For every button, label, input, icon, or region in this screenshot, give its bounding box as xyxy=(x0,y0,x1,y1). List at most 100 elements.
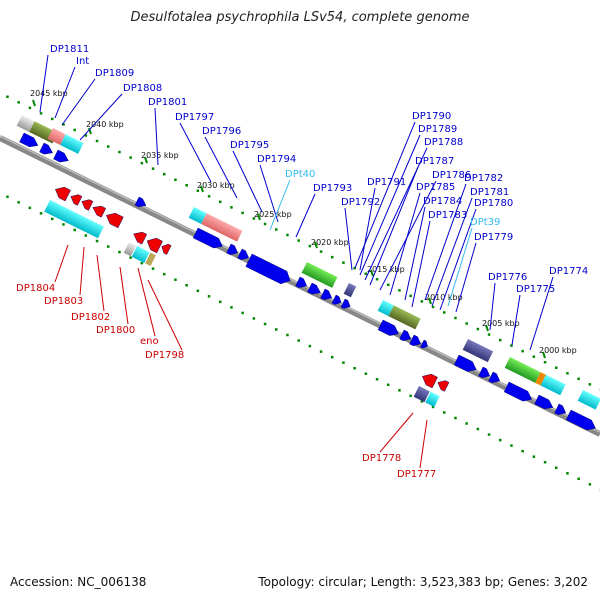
forward-gene-arrow xyxy=(53,149,69,163)
gene-label: DP1808 xyxy=(123,83,162,94)
guide-dot xyxy=(174,178,177,181)
gene-label: DP1811 xyxy=(50,44,89,55)
guide-dot xyxy=(476,427,480,431)
dotted-guides xyxy=(6,95,600,492)
guide-dot xyxy=(543,360,547,364)
guide-dot xyxy=(308,244,312,248)
leader-line xyxy=(489,282,496,331)
gene-label: DP1803 xyxy=(44,296,83,307)
forward-gene-arrow xyxy=(399,329,412,341)
leader-line xyxy=(61,78,96,126)
feature-block xyxy=(60,134,84,154)
scale-tick-mark xyxy=(200,185,204,193)
guide-dot xyxy=(443,411,446,414)
leader-line xyxy=(359,187,376,271)
gene-label: DP1788 xyxy=(424,137,463,148)
forward-gene-arrow xyxy=(534,394,554,410)
feature-block xyxy=(131,245,150,263)
top-features xyxy=(16,115,600,410)
guide-dot xyxy=(140,261,144,265)
guide-dot xyxy=(207,195,211,198)
gene-label: DP1785 xyxy=(416,182,455,193)
topology-text: Topology: circular; Length: 3,523,383 bp… xyxy=(258,575,588,589)
forward-gene-arrow xyxy=(245,253,291,285)
leader-line xyxy=(179,122,212,183)
guide-dot xyxy=(252,217,256,220)
leader-line xyxy=(354,121,416,269)
reverse-gene-arrow xyxy=(92,205,107,218)
reverse-gene-arrow xyxy=(55,186,71,202)
forward-gene-arrow xyxy=(453,354,477,372)
guide-dot xyxy=(353,366,356,370)
guide-dot xyxy=(499,438,502,442)
leader-line xyxy=(389,192,421,296)
feature-block xyxy=(413,386,430,403)
leader-line xyxy=(79,93,123,141)
guide-dot xyxy=(17,201,20,204)
guide-dot xyxy=(387,283,390,287)
guide-dot xyxy=(6,195,9,199)
gene-label: DP1795 xyxy=(230,140,269,151)
guide-dot xyxy=(39,212,43,215)
scale-ticks: 2045 kbp 2040 kbp 2035 kbp 2030 kbp 2025… xyxy=(30,89,577,355)
guide-dot xyxy=(185,184,188,187)
leader-line xyxy=(295,193,316,238)
guide-dot xyxy=(28,206,32,210)
forward-gene-arrow xyxy=(19,132,39,148)
guide-dot xyxy=(331,255,334,259)
feature-block xyxy=(377,300,394,317)
guide-dot xyxy=(308,344,312,348)
guide-dot xyxy=(219,300,222,304)
reverse-gene-arrow xyxy=(161,243,172,255)
guide-dot xyxy=(62,223,65,226)
reverse-gene-arrow xyxy=(437,380,450,392)
guide-dot xyxy=(51,117,54,121)
gene-label: eno xyxy=(140,336,159,347)
gene-label: DP1800 xyxy=(96,325,135,336)
forward-gene-arrow xyxy=(377,319,399,336)
leader-line xyxy=(359,134,421,276)
forward-gene-arrow xyxy=(320,288,333,300)
guide-dot xyxy=(510,344,513,347)
bottom-features xyxy=(44,200,440,407)
guide-dot xyxy=(532,355,536,358)
scale-tick-mark xyxy=(542,351,546,359)
guide-dot xyxy=(364,372,368,375)
tick-2015: 2015 kbp xyxy=(367,265,405,274)
scale-tick-mark xyxy=(88,127,92,135)
forward-gene-arrow xyxy=(420,339,428,349)
guide-dot xyxy=(521,349,524,353)
gene-label: DP1804 xyxy=(16,283,55,294)
guide-dot xyxy=(286,333,289,337)
leader-line xyxy=(54,244,69,283)
leader-line xyxy=(137,267,156,337)
gene-label: DP1777 xyxy=(397,469,436,480)
leader-line xyxy=(447,227,473,307)
gene-label: DP1790 xyxy=(412,111,451,122)
guide-dot xyxy=(577,477,580,481)
guide-dot xyxy=(28,106,32,110)
forward-genes xyxy=(19,132,596,431)
gene-label: DP1809 xyxy=(95,68,134,79)
leader-line xyxy=(404,206,426,301)
scale-tick-mark xyxy=(144,156,148,164)
feature-block xyxy=(145,252,156,267)
accession-text: Accession: NC_006138 xyxy=(10,575,147,589)
guide-dot xyxy=(420,400,424,403)
guide-dot xyxy=(163,172,166,176)
guide-dot xyxy=(566,372,569,375)
guide-dot xyxy=(275,328,278,331)
leader-line xyxy=(96,254,105,312)
guide-dot xyxy=(319,350,323,353)
forward-gene-arrow xyxy=(192,227,223,249)
guide-dot xyxy=(107,245,110,248)
guide-dot xyxy=(286,233,289,237)
guide-dot xyxy=(73,228,76,232)
guide-dot xyxy=(342,361,345,364)
forward-gene-arrow xyxy=(226,243,239,255)
gene-label: DP1783 xyxy=(428,210,467,221)
tick-2025: 2025 kbp xyxy=(254,210,292,219)
guide-dot xyxy=(577,377,580,381)
guide-dot xyxy=(454,416,457,420)
